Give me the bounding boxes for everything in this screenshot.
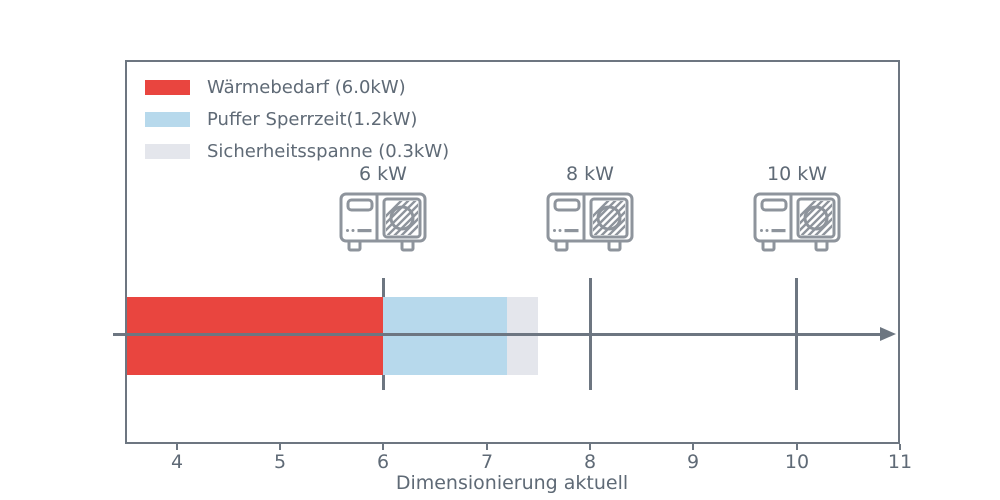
x-axis-tick-label: 9 bbox=[686, 451, 700, 473]
legend-item-puffer-sperrzeit: Puffer Sperrzeit(1.2kW) bbox=[145, 109, 417, 130]
x-axis-title: Dimensionierung aktuell bbox=[395, 472, 629, 494]
x-axis-tick-label: 10 bbox=[784, 451, 810, 473]
x-axis-tick-label: 6 bbox=[376, 451, 390, 473]
x-axis-tick bbox=[486, 444, 488, 450]
x-axis-tick-label: 8 bbox=[583, 451, 597, 473]
heat-pump-icon bbox=[339, 192, 427, 254]
x-axis-tick bbox=[176, 444, 178, 450]
bar-segment-puffer-sperrzeit bbox=[383, 297, 507, 375]
marker-label-10kw: 10 kW bbox=[766, 163, 827, 185]
x-axis-tick bbox=[382, 444, 384, 450]
x-axis-tick bbox=[589, 444, 591, 450]
marker-label-8kw: 8 kW bbox=[566, 163, 614, 185]
legend-item-sicherheitsspanne: Sicherheitsspanne (0.3kW) bbox=[145, 141, 449, 162]
heat-pump-icon bbox=[753, 192, 841, 254]
legend-label-sicherheitsspanne: Sicherheitsspanne (0.3kW) bbox=[207, 141, 450, 162]
x-axis-tick bbox=[899, 444, 901, 450]
plot-frame bbox=[125, 60, 900, 444]
bar-segment-warmebedarf bbox=[127, 297, 383, 375]
heat-pump-icon bbox=[546, 192, 634, 254]
axis-arrow-line bbox=[113, 333, 883, 336]
x-axis-tick-label: 11 bbox=[887, 451, 913, 473]
legend-label-puffer-sperrzeit: Puffer Sperrzeit(1.2kW) bbox=[207, 109, 418, 130]
marker-label-6kw: 6 kW bbox=[359, 163, 407, 185]
x-axis-tick-label: 4 bbox=[170, 451, 184, 473]
x-axis-tick bbox=[796, 444, 798, 450]
legend-swatch-puffer-sperrzeit bbox=[145, 112, 190, 127]
x-axis-tick-label: 5 bbox=[273, 451, 287, 473]
x-axis-tick bbox=[279, 444, 281, 450]
arrow-right-icon bbox=[880, 327, 896, 341]
bar-segment-sicherheitsspanne bbox=[507, 297, 538, 375]
legend-item-warmebedarf: Wärmebedarf (6.0kW) bbox=[145, 77, 406, 98]
legend-label-warmebedarf: Wärmebedarf (6.0kW) bbox=[207, 77, 406, 98]
legend-swatch-sicherheitsspanne bbox=[145, 144, 190, 159]
x-axis-tick-label: 7 bbox=[480, 451, 494, 473]
legend-swatch-warmebedarf bbox=[145, 80, 190, 95]
x-axis-tick bbox=[692, 444, 694, 450]
